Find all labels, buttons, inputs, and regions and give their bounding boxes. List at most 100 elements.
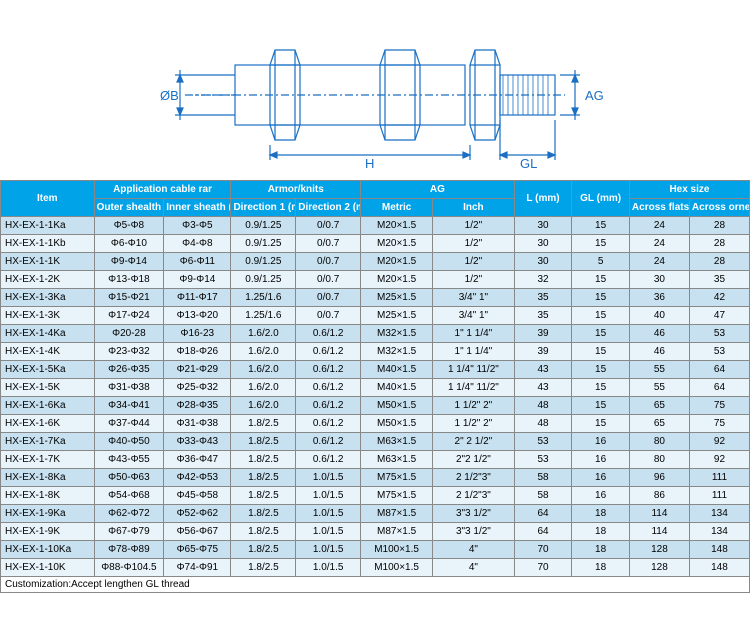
table-cell: 1/2" <box>433 271 515 289</box>
table-cell: HX-EX-1-8K <box>1 487 95 505</box>
table-cell: 32 <box>514 271 572 289</box>
table-cell: 4" <box>433 541 515 559</box>
table-cell: 18 <box>572 559 630 577</box>
table-cell: 35 <box>514 289 572 307</box>
label-h: H <box>365 156 374 170</box>
table-cell: M25×1.5 <box>361 289 433 307</box>
table-cell: M40×1.5 <box>361 361 433 379</box>
table-cell: 43 <box>514 361 572 379</box>
table-cell: 1.8/2.5 <box>231 433 296 451</box>
table-cell: Φ36-Φ47 <box>164 451 231 469</box>
table-cell: 1.6/2.0 <box>231 379 296 397</box>
table-cell: 1.6/2.0 <box>231 397 296 415</box>
table-cell: 48 <box>514 415 572 433</box>
table-cell: 15 <box>572 361 630 379</box>
table-cell: 64 <box>689 379 749 397</box>
table-cell: HX-EX-1-3Ka <box>1 289 95 307</box>
table-cell: M32×1.5 <box>361 325 433 343</box>
table-row: HX-EX-1-4KaΦ20-28Φ16-231.6/2.00.6/1.2M32… <box>1 325 750 343</box>
table-cell: Φ31-Φ38 <box>164 415 231 433</box>
table-cell: Φ37-Φ44 <box>94 415 164 433</box>
table-cell: Φ23-Φ32 <box>94 343 164 361</box>
table-cell: Φ50-Φ63 <box>94 469 164 487</box>
table-cell: Φ40-Φ50 <box>94 433 164 451</box>
table-cell: M32×1.5 <box>361 343 433 361</box>
table-row: HX-EX-1-6KaΦ34-Φ41Φ28-Φ351.6/2.00.6/1.2M… <box>1 397 750 415</box>
table-cell: 0.6/1.2 <box>296 379 361 397</box>
table-cell: 30 <box>514 235 572 253</box>
table-cell: M100×1.5 <box>361 541 433 559</box>
table-cell: 4" <box>433 559 515 577</box>
table-cell: 1/2" <box>433 217 515 235</box>
table-cell: 46 <box>629 325 689 343</box>
table-cell: Φ34-Φ41 <box>94 397 164 415</box>
table-cell: HX-EX-1-10K <box>1 559 95 577</box>
table-cell: 64 <box>514 505 572 523</box>
table-cell: M50×1.5 <box>361 397 433 415</box>
table-cell: 75 <box>689 415 749 433</box>
table-cell: M20×1.5 <box>361 271 433 289</box>
col-gl: GL (mm) <box>572 181 630 217</box>
cable-gland-drawing: ØB AG H GL <box>125 20 625 170</box>
table-cell: 134 <box>689 523 749 541</box>
table-cell: Φ9-Φ14 <box>164 271 231 289</box>
table-cell: 0.6/1.2 <box>296 343 361 361</box>
table-cell: Φ6-Φ10 <box>94 235 164 253</box>
table-row: HX-EX-1-1KbΦ6-Φ10Φ4-Φ80.9/1.250/0.7M20×1… <box>1 235 750 253</box>
table-cell: 134 <box>689 505 749 523</box>
table-cell: 15 <box>572 397 630 415</box>
table-cell: 35 <box>689 271 749 289</box>
table-cell: M20×1.5 <box>361 217 433 235</box>
table-cell: 92 <box>689 433 749 451</box>
table-cell: 148 <box>689 559 749 577</box>
table-cell: 30 <box>514 217 572 235</box>
col-item: Item <box>1 181 95 217</box>
table-cell: HX-EX-1-6K <box>1 415 95 433</box>
table-cell: HX-EX-1-9Ka <box>1 505 95 523</box>
table-cell: 80 <box>629 433 689 451</box>
table-cell: 35 <box>514 307 572 325</box>
table-cell: 15 <box>572 307 630 325</box>
table-cell: 1.8/2.5 <box>231 559 296 577</box>
table-cell: 15 <box>572 217 630 235</box>
table-cell: M25×1.5 <box>361 307 433 325</box>
table-cell: HX-EX-1-4K <box>1 343 95 361</box>
table-header: Item Application cable rar Armor/knits A… <box>1 181 750 217</box>
table-cell: 80 <box>629 451 689 469</box>
table-cell: 0.9/1.25 <box>231 253 296 271</box>
table-row: HX-EX-1-1KΦ9-Φ14Φ6-Φ110.9/1.250/0.7M20×1… <box>1 253 750 271</box>
table-cell: Φ88-Φ104.5 <box>94 559 164 577</box>
table-cell: Φ78-Φ89 <box>94 541 164 559</box>
table-cell: 0/0.7 <box>296 289 361 307</box>
table-cell: 42 <box>689 289 749 307</box>
table-cell: 0.6/1.2 <box>296 361 361 379</box>
table-cell: 1" 1 1/4" <box>433 325 515 343</box>
col-dir2: Direction 2 (mm) <box>296 199 361 217</box>
table-cell: 16 <box>572 433 630 451</box>
table-cell: Φ4-Φ8 <box>164 235 231 253</box>
table-cell: HX-EX-1-5K <box>1 379 95 397</box>
table-cell: 1.0/1.5 <box>296 523 361 541</box>
table-cell: Φ25-Φ32 <box>164 379 231 397</box>
table-cell: 86 <box>629 487 689 505</box>
table-cell: Φ65-Φ75 <box>164 541 231 559</box>
table-cell: 0.9/1.25 <box>231 271 296 289</box>
table-cell: Φ62-Φ72 <box>94 505 164 523</box>
col-dir1: Direction 1 (mm) <box>231 199 296 217</box>
col-l: L (mm) <box>514 181 572 217</box>
table-cell: HX-EX-1-5Ka <box>1 361 95 379</box>
table-cell: M63×1.5 <box>361 451 433 469</box>
table-cell: 1.6/2.0 <box>231 343 296 361</box>
table-cell: 5 <box>572 253 630 271</box>
table-row: HX-EX-1-3KaΦ15-Φ21Φ11-Φ171.25/1.60/0.7M2… <box>1 289 750 307</box>
table-row: HX-EX-1-10KaΦ78-Φ89Φ65-Φ751.8/2.51.0/1.5… <box>1 541 750 559</box>
table-row: HX-EX-1-8KaΦ50-Φ63Φ42-Φ531.8/2.51.0/1.5M… <box>1 469 750 487</box>
table-cell: 43 <box>514 379 572 397</box>
table-cell: 15 <box>572 325 630 343</box>
table-cell: HX-EX-1-3K <box>1 307 95 325</box>
table-cell: 0/0.7 <box>296 271 361 289</box>
table-cell: 1.25/1.6 <box>231 307 296 325</box>
table-cell: 1.8/2.5 <box>231 523 296 541</box>
table-cell: Φ31-Φ38 <box>94 379 164 397</box>
table-cell: Φ43-Φ55 <box>94 451 164 469</box>
